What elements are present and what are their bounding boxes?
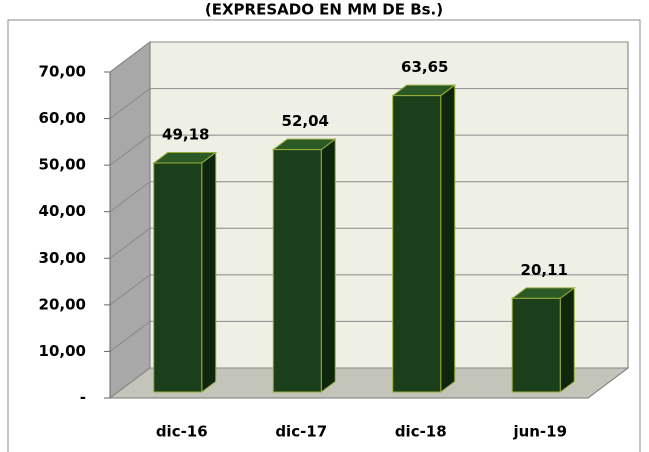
value-label: 49,18 <box>162 125 209 143</box>
grid-line <box>109 181 628 213</box>
value-label: 63,65 <box>401 58 448 76</box>
y-tick-label: - <box>80 389 86 407</box>
bar-side <box>440 84 456 393</box>
grid-line <box>109 274 628 306</box>
grid-line <box>109 227 628 259</box>
x-tick-label: dic-16 <box>156 423 208 441</box>
bar <box>153 162 203 393</box>
y-tick-label: 10,00 <box>39 342 86 360</box>
x-tick-label: jun-19 <box>512 423 567 441</box>
grid-line <box>109 367 628 399</box>
y-tick-label: 70,00 <box>39 63 86 81</box>
y-tick-label: 60,00 <box>39 109 86 127</box>
bar <box>511 297 561 393</box>
grid-line <box>109 134 628 166</box>
y-tick-label: 20,00 <box>39 295 86 313</box>
value-label: 20,11 <box>521 261 568 279</box>
left-wall <box>109 41 151 399</box>
x-tick-label: dic-17 <box>275 423 327 441</box>
bar-side <box>559 286 575 393</box>
x-tick-label: dic-18 <box>395 423 447 441</box>
y-tick-label: 40,00 <box>39 202 86 220</box>
bar <box>272 149 322 393</box>
y-tick-label: 50,00 <box>39 156 86 174</box>
chart-title: (EXPRESADO EN MM DE Bs.) <box>205 1 443 19</box>
grid-line <box>109 320 628 352</box>
bar-side <box>201 151 217 393</box>
grid-line <box>109 41 628 73</box>
bar <box>392 95 442 393</box>
value-label: 52,04 <box>282 112 329 130</box>
y-tick-label: 30,00 <box>39 249 86 267</box>
bar-side <box>320 138 336 393</box>
grid-line <box>109 88 628 119</box>
